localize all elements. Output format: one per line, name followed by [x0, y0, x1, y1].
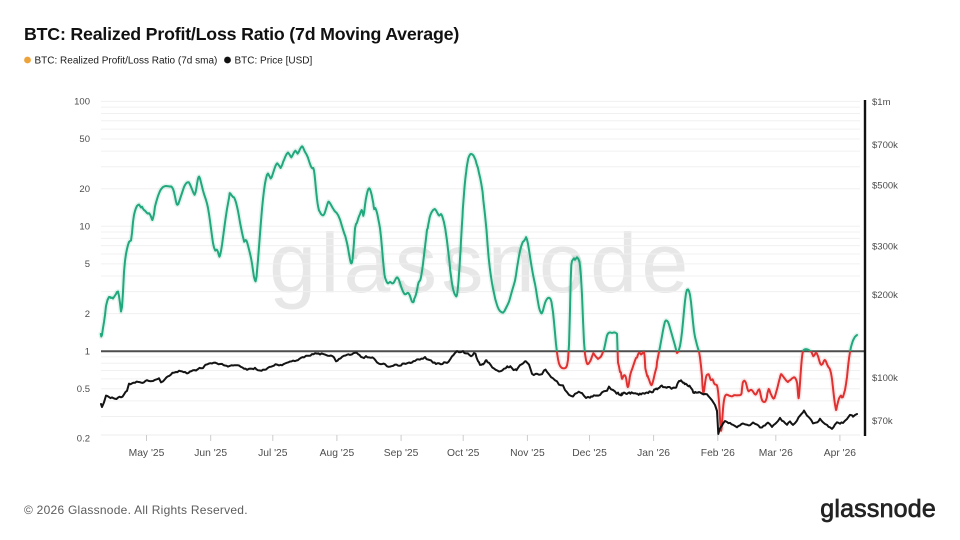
- svg-text:Jan '26: Jan '26: [637, 448, 670, 459]
- svg-text:Jun '25: Jun '25: [194, 448, 227, 459]
- svg-text:BTC: Realized Profit/Loss Rati: BTC: Realized Profit/Loss Ratio (7d Movi…: [24, 24, 459, 44]
- svg-text:© 2026 Glassnode. All Rights R: © 2026 Glassnode. All Rights Reserved.: [24, 503, 248, 517]
- svg-text:$500k: $500k: [872, 180, 898, 191]
- svg-text:1: 1: [85, 346, 90, 357]
- svg-text:50: 50: [79, 134, 90, 145]
- svg-text:BTC: Price [USD]: BTC: Price [USD]: [235, 56, 313, 67]
- svg-text:Oct '25: Oct '25: [447, 448, 480, 459]
- svg-text:100: 100: [74, 97, 90, 108]
- svg-text:Nov '25: Nov '25: [510, 448, 545, 459]
- svg-text:Jul '25: Jul '25: [258, 448, 288, 459]
- svg-text:Dec '25: Dec '25: [572, 448, 607, 459]
- svg-text:glassnode: glassnode: [820, 495, 936, 523]
- svg-text:$200k: $200k: [872, 290, 898, 301]
- svg-text:Feb '26: Feb '26: [701, 448, 735, 459]
- svg-text:Aug '25: Aug '25: [320, 448, 355, 459]
- svg-text:2: 2: [85, 309, 90, 320]
- svg-text:20: 20: [79, 184, 90, 195]
- svg-text:BTC: Realized Profit/Loss Rati: BTC: Realized Profit/Loss Ratio (7d sma): [35, 56, 218, 67]
- svg-text:$1m: $1m: [872, 97, 891, 108]
- svg-text:Sep '25: Sep '25: [384, 448, 419, 459]
- svg-text:Apr '26: Apr '26: [824, 448, 857, 459]
- svg-text:$700k: $700k: [872, 140, 898, 151]
- svg-text:$300k: $300k: [872, 242, 898, 253]
- svg-text:Mar '26: Mar '26: [759, 448, 793, 459]
- svg-text:glassnode: glassnode: [269, 216, 692, 310]
- svg-text:$70k: $70k: [872, 416, 893, 427]
- svg-text:10: 10: [79, 222, 90, 233]
- svg-text:$100k: $100k: [872, 373, 898, 384]
- svg-text:May '25: May '25: [129, 448, 165, 459]
- svg-text:0.5: 0.5: [77, 384, 90, 395]
- svg-text:5: 5: [85, 259, 90, 270]
- svg-text:0.2: 0.2: [77, 434, 90, 445]
